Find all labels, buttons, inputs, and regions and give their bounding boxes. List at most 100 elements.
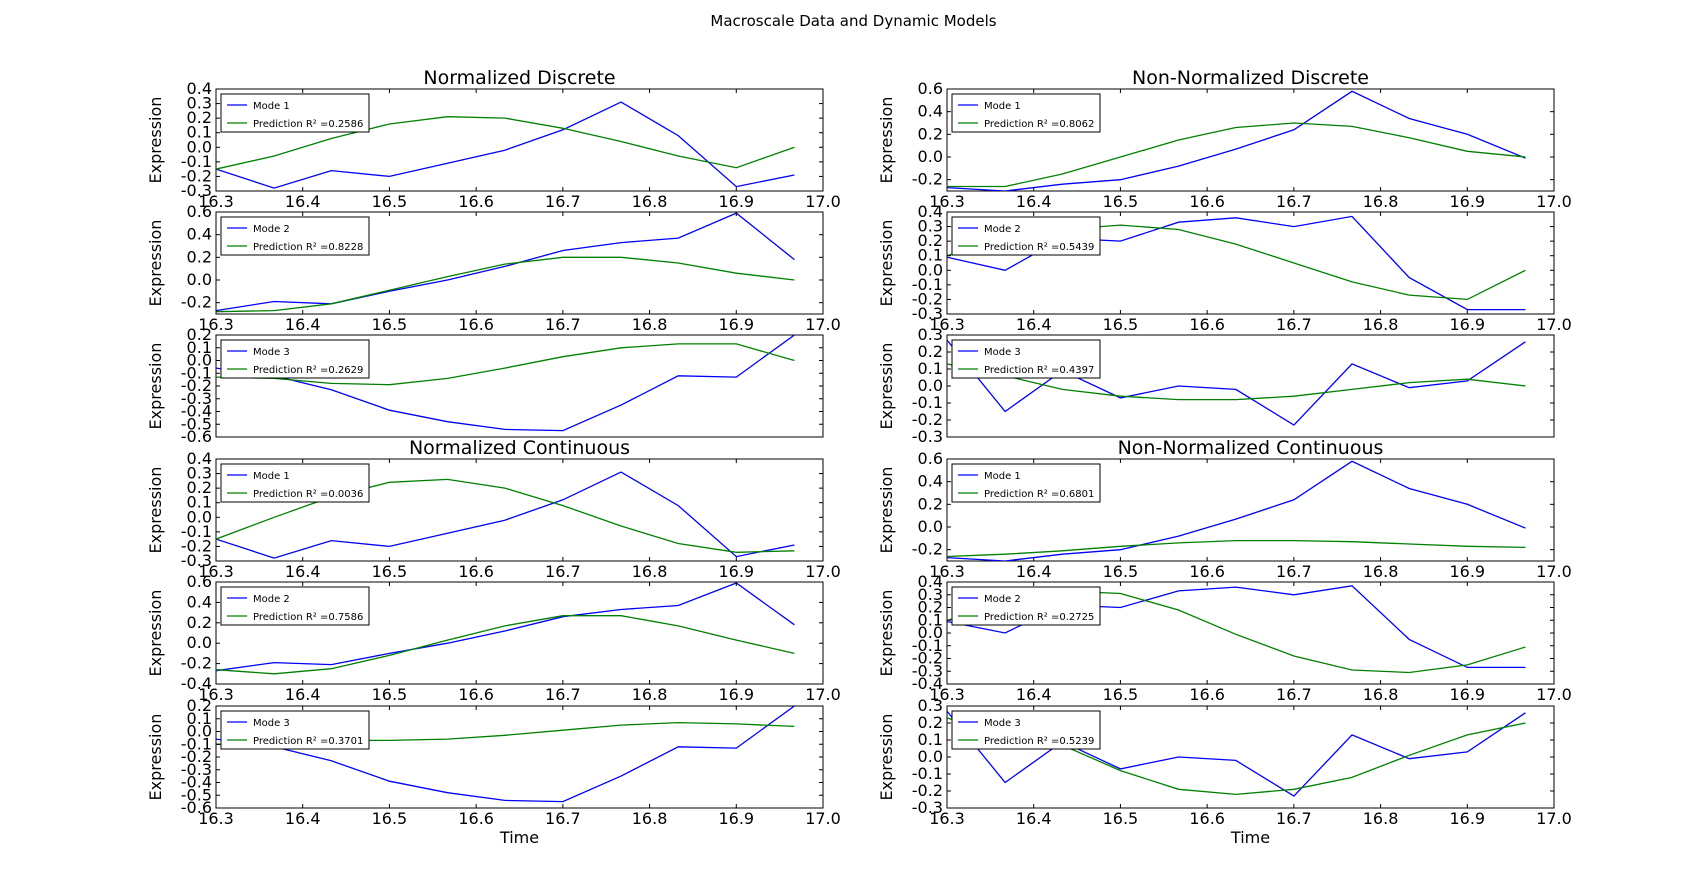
y-axis-label: Expression [877, 343, 896, 430]
x-tick-label: 16.7 [545, 315, 581, 334]
y-tick-label: -0.2 [912, 170, 943, 189]
y-tick-label: 0.4 [187, 449, 212, 468]
x-tick-label: 16.7 [545, 809, 581, 828]
y-tick-label: -0.1 [912, 275, 943, 294]
y-axis-label: Expression [877, 97, 896, 184]
x-tick-label: 16.8 [632, 685, 668, 704]
legend: Mode 1 Prediction R² =0.0036 [220, 463, 370, 503]
prediction-series-line [216, 478, 795, 553]
y-tick-label: 0.2 [918, 231, 943, 250]
legend-box [220, 710, 370, 750]
legend-entry: Prediction R² =0.8228 [253, 242, 363, 253]
legend-entry: Mode 1 [253, 471, 290, 482]
y-tick-label: 0.0 [187, 507, 212, 526]
legend-entry: Prediction R² =0.0036 [253, 489, 363, 500]
x-tick-label: 16.3 [929, 809, 965, 828]
legend-entry: Prediction R² =0.5439 [984, 242, 1094, 253]
prediction-series-line [216, 116, 795, 170]
x-tick-label: 16.5 [1103, 192, 1139, 211]
y-tick-label: -0.2 [912, 540, 943, 559]
x-tick-label: 16.6 [1189, 192, 1225, 211]
legend-entry: Prediction R² =0.7586 [253, 612, 363, 623]
y-tick-label: 0.0 [187, 722, 212, 741]
y-tick-label: 0.2 [187, 696, 212, 715]
x-tick-label: 17.0 [1536, 562, 1572, 581]
y-tick-label: 0.1 [918, 359, 943, 378]
x-tick-label: 17.0 [1536, 685, 1572, 704]
prediction-series-line [947, 363, 1526, 401]
y-tick-label: 0.0 [187, 351, 212, 370]
y-tick-label: -0.5 [181, 414, 212, 433]
y-tick-label: -0.2 [912, 781, 943, 800]
x-tick-label: 16.3 [929, 685, 965, 704]
subplot-title: Normalized Discrete [423, 67, 615, 89]
x-tick-label: 16.9 [1449, 685, 1485, 704]
mode-series-line [216, 101, 795, 189]
mode-series-line [216, 335, 795, 432]
x-tick-label: 16.4 [285, 192, 321, 211]
x-tick-label: 16.8 [632, 809, 668, 828]
y-tick-label: 0.3 [187, 464, 212, 483]
y-tick-label: 0.1 [918, 246, 943, 265]
x-tick-label: 16.7 [1276, 809, 1312, 828]
x-tick-label: 16.9 [1449, 192, 1485, 211]
y-tick-label: 0.4 [918, 102, 943, 121]
y-tick-label: -0.3 [912, 304, 943, 323]
legend-box [951, 216, 1101, 256]
subplot-8: -0.3-0.2-0.10.00.10.20.30.4 16.3 16.4 16.5 1… [877, 202, 1572, 334]
legend-entry: Prediction R² =0.3701 [253, 736, 363, 747]
x-tick-label: 16.6 [1189, 685, 1225, 704]
y-tick-label: 0.3 [918, 696, 943, 715]
legend: Mode 1 Prediction R² =0.8062 [951, 93, 1101, 133]
y-tick-label: 0.4 [918, 202, 943, 221]
y-axis-label: Expression [146, 220, 165, 307]
mode-series-line [216, 706, 795, 803]
x-tick-label: 16.4 [1016, 809, 1052, 828]
y-tick-label: -0.1 [912, 636, 943, 655]
y-tick-label: 0.2 [918, 494, 943, 513]
legend-box [220, 586, 370, 626]
legend-entry: Mode 2 [253, 224, 290, 235]
x-tick-label: 16.9 [718, 192, 754, 211]
y-tick-label: 0.2 [918, 124, 943, 143]
y-tick-label: 0.4 [918, 572, 943, 591]
y-axis-label: Expression [877, 467, 896, 554]
y-tick-label: -0.1 [181, 363, 212, 382]
x-tick-label: 16.3 [198, 562, 234, 581]
x-tick-label: 16.9 [1449, 315, 1485, 334]
legend: Mode 3 Prediction R² =0.4397 [951, 339, 1101, 379]
x-tick-label: 16.3 [198, 809, 234, 828]
legend: Mode 3 Prediction R² =0.3701 [220, 710, 370, 750]
x-tick-label: 16.3 [929, 192, 965, 211]
y-tick-label: -0.3 [181, 551, 212, 570]
legend: Mode 1 Prediction R² =0.6801 [951, 463, 1101, 503]
y-tick-label: 0.1 [187, 338, 212, 357]
legend: Mode 2 Prediction R² =0.7586 [220, 586, 370, 626]
legend-box [220, 216, 370, 256]
subplot-10: -0.2 0.0 0.2 0.4 0.6 16.3 16.4 16.5 16.6 16.7 16.8… [877, 437, 1572, 581]
subplot-4: -0.3-0.2-0.10.00.10.20.30.4 16.3 16.4 16.5 1… [146, 437, 841, 581]
x-tick-label: 17.0 [1536, 809, 1572, 828]
x-tick-label: 16.6 [458, 809, 494, 828]
prediction-series-line [947, 122, 1526, 188]
legend-box [220, 93, 370, 133]
x-tick-label: 16.5 [372, 685, 408, 704]
legend: Mode 3 Prediction R² =0.2629 [220, 339, 370, 379]
y-tick-label: 0.0 [918, 517, 943, 536]
x-tick-label: 16.8 [1363, 685, 1399, 704]
x-tick-label: 16.8 [1363, 809, 1399, 828]
y-tick-label: -0.4 [181, 674, 212, 693]
y-axis-label: Expression [146, 467, 165, 554]
x-tick-label: 17.0 [805, 685, 841, 704]
x-tick-label: 16.6 [458, 685, 494, 704]
x-tick-label: 16.5 [372, 562, 408, 581]
x-tick-label: 16.8 [1363, 192, 1399, 211]
y-tick-label: 0.2 [918, 342, 943, 361]
legend-box [951, 93, 1101, 133]
x-tick-label: 16.6 [458, 562, 494, 581]
legend-entry: Prediction R² =0.6801 [984, 489, 1094, 500]
x-tick-label: 16.8 [1363, 315, 1399, 334]
y-tick-label: 0.2 [187, 247, 212, 266]
subplot-1: -0.3-0.2-0.10.00.10.20.30.4 16.3 16.4 16.5 1… [146, 67, 841, 211]
